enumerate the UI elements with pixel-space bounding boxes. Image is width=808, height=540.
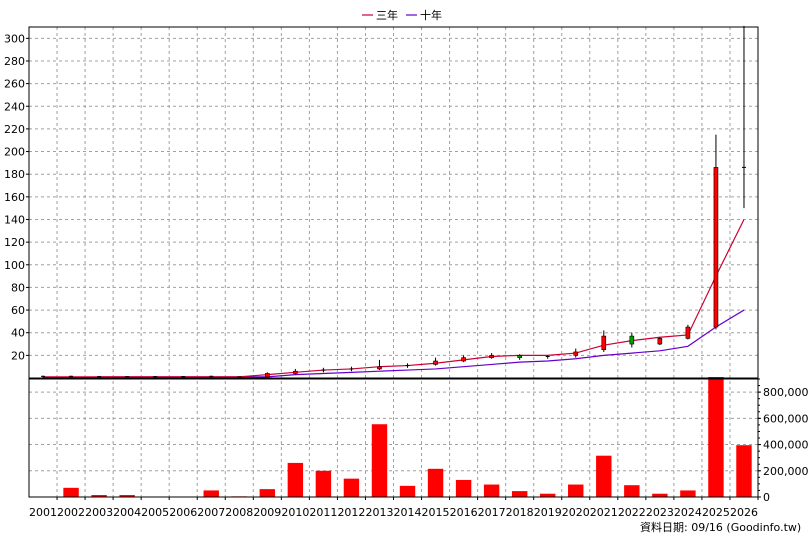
price-tick-label: 80 [11, 281, 25, 294]
volume-bar [427, 468, 444, 497]
legend-ma3-label: 三年 [376, 8, 398, 22]
year-label: 2014 [394, 506, 422, 519]
volume-bar [287, 462, 304, 497]
volume-panel-frame [28, 378, 759, 498]
moving-average-lines [43, 219, 745, 378]
year-label: 2003 [85, 506, 113, 519]
price-axis: 20 40 60 80 100 120 140 160 180 200 220 240 260 280 30… [4, 32, 29, 362]
year-label: 2026 [730, 506, 758, 519]
volume-bar [343, 478, 360, 497]
year-label: 2004 [113, 506, 141, 519]
volume-bar [596, 455, 612, 497]
volume-bar [736, 445, 752, 497]
price-tick-label: 200 [4, 146, 25, 159]
volume-bar [455, 479, 472, 497]
year-axis: 2001 2002 2003 2004 2005 2006 2007 2008 2009 2010… [29, 497, 759, 519]
year-label: 2021 [590, 506, 618, 519]
year-label: 2016 [450, 506, 478, 519]
year-label: 2002 [57, 506, 85, 519]
year-label: 2009 [253, 506, 281, 519]
candle-body [433, 360, 438, 365]
year-label: 2007 [197, 506, 225, 519]
volume-tick-label: 200,000 [763, 465, 808, 478]
year-label: 2023 [646, 506, 674, 519]
price-tick-label: 100 [4, 259, 25, 272]
year-label: 2015 [422, 506, 450, 519]
price-tick-label: 280 [4, 55, 25, 68]
year-label: 2020 [562, 506, 590, 519]
year-label: 2018 [506, 506, 534, 519]
year-label: 2022 [618, 506, 646, 519]
candle-body [713, 167, 719, 328]
candle-body [377, 366, 382, 370]
ma3-line [43, 219, 745, 378]
year-label: 2019 [534, 506, 562, 519]
price-tick-label: 180 [4, 168, 25, 181]
volume-bar [511, 491, 528, 497]
candle-body [601, 335, 607, 350]
price-tick-label: 60 [11, 304, 25, 317]
volume-bar [371, 424, 388, 497]
year-label: 2025 [702, 506, 730, 519]
volume-bar [680, 490, 696, 497]
volume-bar [540, 493, 556, 497]
volume-bar [708, 377, 724, 497]
volume-bar [568, 484, 584, 497]
year-label: 2008 [225, 506, 253, 519]
volume-bar [259, 489, 276, 497]
price-tick-label: 20 [11, 349, 25, 362]
footer-date-source: 資料日期: 09/16 (Goodinfo.tw) [640, 520, 801, 534]
price-tick-label: 160 [4, 191, 25, 204]
legend: 三年 十年 [362, 8, 442, 22]
grid [29, 27, 758, 497]
year-label: 2001 [29, 506, 57, 519]
year-label: 2013 [365, 506, 393, 519]
candle-body [573, 351, 579, 356]
year-label: 2012 [337, 506, 365, 519]
price-tick-label: 140 [4, 213, 25, 226]
volume-bar [119, 495, 135, 497]
volume-bar [652, 493, 668, 497]
volume-bar [624, 485, 640, 497]
price-tick-label: 300 [4, 32, 25, 45]
candles [41, 25, 746, 378]
year-label: 2010 [281, 506, 309, 519]
year-label: 2005 [141, 506, 169, 519]
volume-tick-label: 0 [763, 491, 770, 504]
candle-body [657, 338, 663, 345]
price-tick-label: 260 [4, 78, 25, 91]
volume-bar [315, 470, 332, 497]
ma10-line [99, 309, 745, 378]
price-tick-label: 220 [4, 123, 25, 136]
candle-body [265, 373, 270, 378]
volume-bar [399, 485, 416, 497]
candle-body [685, 326, 691, 339]
candle-body [461, 357, 466, 362]
price-tick-label: 40 [11, 327, 25, 340]
legend-ma10-label: 十年 [420, 8, 442, 22]
volume-bar [483, 484, 500, 497]
candle-body [489, 355, 494, 358]
price-tick-label: 120 [4, 236, 25, 249]
year-label: 2006 [169, 506, 197, 519]
year-label: 2017 [478, 506, 506, 519]
volume-bar [203, 490, 219, 497]
volume-bar [91, 495, 107, 497]
year-label: 2024 [674, 506, 702, 519]
candle-body [517, 355, 522, 358]
year-label: 2011 [309, 506, 337, 519]
plot-frames [28, 26, 759, 498]
volume-tick-label: 800,000 [763, 386, 808, 399]
price-panel-frame [28, 26, 759, 379]
volume-bar [63, 487, 79, 497]
volume-bars [35, 377, 752, 498]
candle-body [293, 370, 298, 374]
volume-tick-label: 400,000 [763, 439, 808, 452]
volume-tick-label: 600,000 [763, 412, 808, 425]
candle-body [629, 335, 635, 345]
price-tick-label: 240 [4, 100, 25, 113]
volume-axis: 0 200,000 400,000 600,000 800,000 [758, 378, 808, 504]
